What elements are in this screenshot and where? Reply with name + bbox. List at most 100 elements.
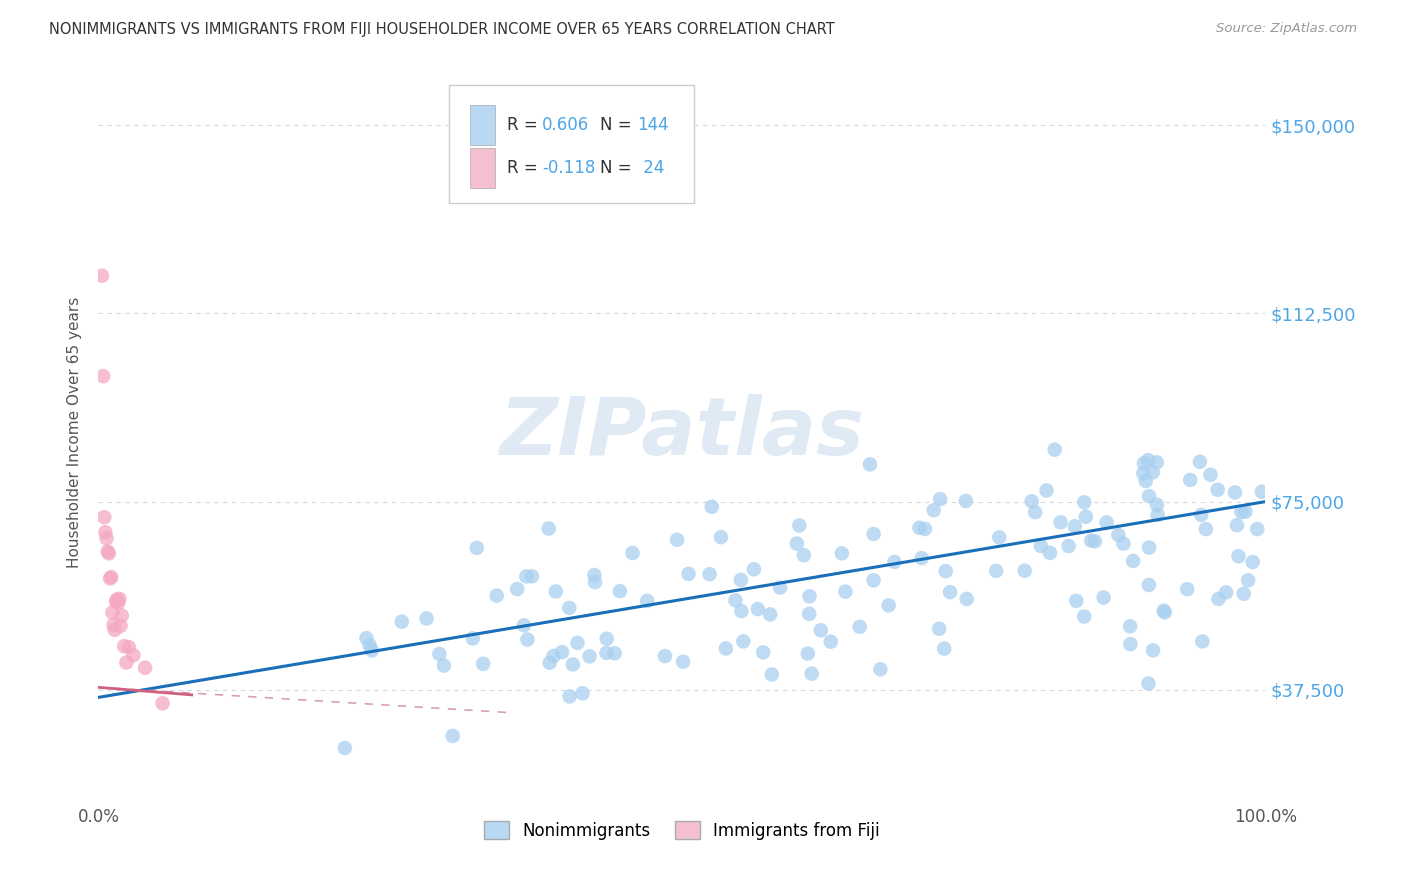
Point (91, 369, 114, 384)
Point (911, 551, 934, 566)
Point (1029, 539, 1052, 553)
Point (356, 631, 378, 645)
Point (134, 661, 156, 675)
Point (441, 729, 464, 743)
Point (831, 546, 853, 560)
Point (752, 645, 775, 659)
Point (1135, 474, 1157, 488)
Point (793, 548, 815, 562)
Text: 144: 144 (637, 116, 669, 134)
Point (1063, 519, 1085, 533)
Point (571, 686, 593, 700)
Point (1122, 554, 1144, 568)
Point (538, 656, 561, 670)
Point (1095, 516, 1118, 530)
Point (1043, 442, 1066, 457)
Point (908, 521, 931, 535)
Point (797, 647, 820, 661)
Point (877, 599, 900, 613)
Point (1035, 483, 1057, 498)
Point (799, 589, 821, 603)
Point (551, 645, 574, 659)
Point (1153, 604, 1175, 618)
Point (1080, 533, 1102, 548)
Point (465, 541, 488, 555)
Text: Source: ZipAtlas.com: Source: ZipAtlas.com (1216, 22, 1357, 36)
Point (100, 570, 122, 584)
Point (1241, 555, 1264, 569)
Point (869, 662, 891, 676)
Point (1107, 528, 1129, 542)
Point (561, 657, 583, 672)
Point (506, 582, 529, 596)
Point (1153, 606, 1175, 620)
Point (733, 634, 755, 648)
Point (603, 646, 626, 660)
Point (90, 268, 112, 283)
Point (516, 632, 538, 647)
Point (97, 546, 120, 560)
Point (1208, 591, 1230, 606)
Point (543, 648, 565, 663)
Point (110, 619, 132, 633)
Text: N =: N = (600, 116, 637, 134)
Point (583, 568, 606, 582)
Point (636, 594, 658, 608)
Point (859, 458, 882, 472)
Point (1215, 585, 1237, 599)
Point (595, 632, 617, 646)
Point (988, 530, 1011, 544)
Point (391, 615, 413, 629)
Point (472, 657, 495, 671)
Point (710, 530, 733, 544)
Y-axis label: Householder Income Over 65 years: Householder Income Over 65 years (67, 297, 83, 568)
Point (1092, 591, 1115, 605)
Point (761, 667, 783, 681)
Point (108, 591, 131, 606)
FancyBboxPatch shape (470, 104, 495, 145)
Point (1189, 508, 1212, 522)
Point (485, 589, 508, 603)
Point (1175, 582, 1198, 597)
Point (1084, 534, 1107, 549)
Point (1251, 484, 1274, 499)
Point (1014, 564, 1036, 578)
Point (1246, 522, 1268, 536)
Point (1112, 536, 1135, 550)
Point (1137, 676, 1160, 690)
FancyBboxPatch shape (449, 85, 693, 203)
Point (1024, 505, 1046, 519)
Point (799, 607, 821, 621)
Point (94, 525, 117, 540)
Point (104, 623, 127, 637)
Point (956, 591, 979, 606)
Point (558, 690, 581, 704)
Point (848, 620, 870, 634)
Point (101, 606, 124, 620)
Point (834, 584, 856, 599)
Point (1227, 549, 1250, 564)
Point (810, 624, 832, 638)
Point (1223, 485, 1246, 500)
Point (672, 655, 695, 669)
Point (929, 491, 952, 506)
Point (621, 546, 644, 560)
Point (461, 632, 484, 646)
Point (1021, 494, 1043, 508)
Point (1064, 594, 1087, 608)
Point (714, 641, 737, 656)
Point (595, 646, 617, 660)
Text: R =: R = (508, 159, 543, 177)
Point (730, 573, 752, 587)
Point (1074, 509, 1097, 524)
Point (922, 503, 945, 517)
Point (1132, 467, 1154, 481)
Point (862, 574, 884, 588)
Point (115, 656, 138, 670)
Point (759, 607, 782, 622)
Point (105, 592, 128, 607)
Point (583, 575, 606, 590)
Point (1137, 489, 1160, 503)
Point (928, 622, 950, 636)
Point (914, 522, 936, 536)
